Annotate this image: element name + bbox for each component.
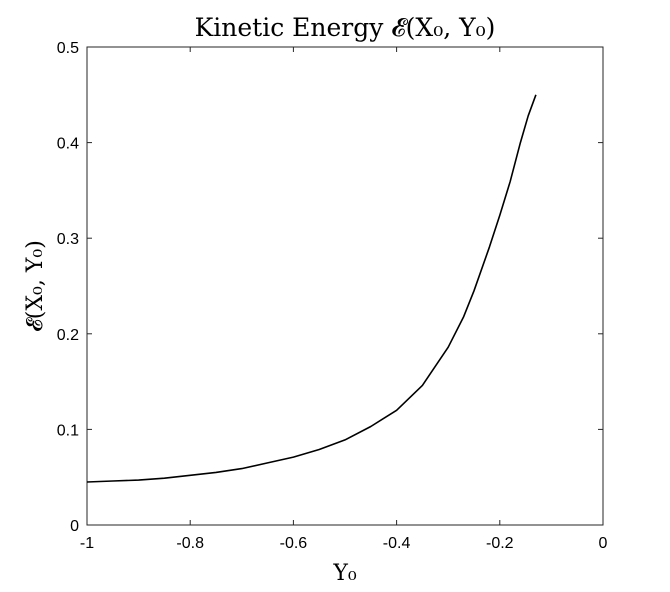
y-tick-labels: 0 0.1 0.2 0.3 0.4 0.5 <box>57 40 79 535</box>
y-tick-label: 0.3 <box>57 231 79 248</box>
x-axis-label: Y₀ <box>332 561 357 586</box>
y-axis-label: 𝓔(X₀, Y₀) <box>23 240 48 332</box>
y-tick-label: 0.4 <box>57 136 79 153</box>
tick-marks <box>86 46 604 526</box>
x-tick-label: -0.8 <box>176 535 204 552</box>
x-tick-label: 0 <box>599 535 608 552</box>
y-tick-label: 0.1 <box>57 422 79 439</box>
y-tick-label: 0.5 <box>57 40 79 57</box>
chart-title: Kinetic Energy 𝓔(X₀, Y₀) <box>195 13 496 42</box>
plot-area-frame <box>86 46 604 526</box>
y-tick-label: 0.2 <box>57 327 79 344</box>
x-tick-label: -0.2 <box>486 535 514 552</box>
series-group <box>86 94 537 483</box>
x-tick-label: -0.4 <box>383 535 411 552</box>
series-line <box>86 94 537 483</box>
y-tick-label: 0 <box>70 518 79 535</box>
x-tick-label: -0.6 <box>280 535 308 552</box>
x-tick-label: -1 <box>80 535 94 552</box>
x-tick-labels: -1 -0.8 -0.6 -0.4 -0.2 0 <box>80 535 608 552</box>
